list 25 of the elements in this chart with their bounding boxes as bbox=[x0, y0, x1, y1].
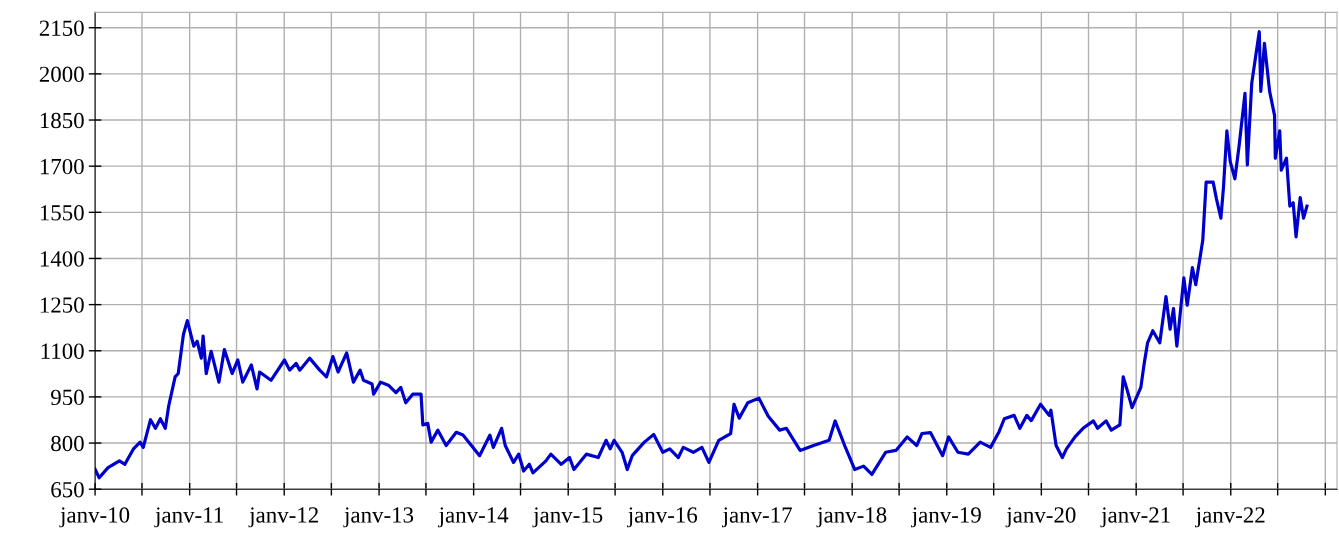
x-tick-label: janv-15 bbox=[532, 507, 603, 528]
y-tick-label: 1100 bbox=[41, 343, 84, 359]
x-tick-label: janv-22 bbox=[1195, 507, 1265, 528]
x-tick-label: janv-20 bbox=[1005, 507, 1076, 528]
y-tick-label: 1550 bbox=[40, 205, 84, 221]
y-tick-label: 800 bbox=[51, 435, 84, 452]
y-tick-label: 1400 bbox=[40, 251, 84, 267]
x-tick-label: janv-11 bbox=[154, 507, 223, 528]
y-tick-label: 1850 bbox=[40, 112, 84, 129]
y-tick-label: 1250 bbox=[40, 297, 84, 313]
y-tick-label: 2000 bbox=[39, 66, 84, 83]
x-tick-label: janv-18 bbox=[816, 507, 887, 528]
x-tick-label: janv-14 bbox=[437, 507, 509, 528]
y-tick-label: 2150 bbox=[39, 20, 84, 36]
x-tick-label: janv-19 bbox=[911, 507, 981, 528]
line-series bbox=[95, 30, 1309, 480]
x-tick-label: janv-17 bbox=[721, 507, 792, 528]
y-tick-label: 1700 bbox=[40, 158, 84, 175]
x-tick-label: janv-16 bbox=[627, 507, 698, 528]
x-tick-label: janv-13 bbox=[343, 507, 414, 528]
y-tick-label: 950 bbox=[51, 389, 84, 406]
x-tick-label: janv-10 bbox=[59, 507, 130, 528]
y-tick-label: 650 bbox=[51, 481, 84, 498]
x-tick-label: janv-21 bbox=[1100, 507, 1170, 528]
x-tick-label: janv-12 bbox=[248, 507, 318, 528]
